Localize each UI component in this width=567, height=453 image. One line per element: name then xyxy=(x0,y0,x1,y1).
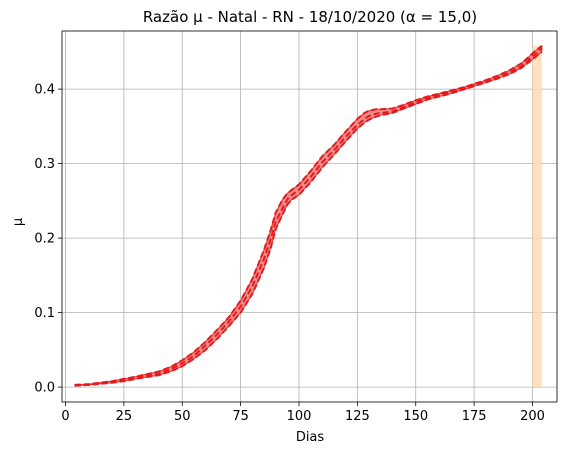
forecast-region xyxy=(532,45,542,388)
y-axis-label: μ xyxy=(11,218,26,226)
band-upper-line xyxy=(74,45,543,386)
x-axis-ticks: 0 25 50 75 100 125 150 175 200 xyxy=(61,402,545,424)
forecast-band xyxy=(532,45,542,388)
y-axis-ticks: 0.0 0.1 0.2 0.3 0.4 xyxy=(34,83,62,396)
series-lines xyxy=(74,45,543,387)
y-tick-label: 0.2 xyxy=(34,232,55,247)
y-tick-label: 0.4 xyxy=(34,83,55,98)
chart-title: Razão μ - Natal - RN - 18/10/2020 (α = 1… xyxy=(143,8,477,26)
x-tick-label: 150 xyxy=(403,409,428,424)
x-tick-label: 25 xyxy=(116,409,133,424)
y-tick-label: 0.0 xyxy=(34,381,55,396)
y-tick-label: 0.3 xyxy=(34,157,55,172)
x-tick-label: 175 xyxy=(462,409,487,424)
plot-frame xyxy=(61,30,558,403)
x-tick-label: 0 xyxy=(61,409,69,424)
x-axis-label: Dias xyxy=(296,430,325,445)
x-tick-label: 200 xyxy=(520,409,545,424)
x-tick-label: 125 xyxy=(345,409,370,424)
x-tick-label: 50 xyxy=(174,409,191,424)
y-tick-label: 0.1 xyxy=(34,306,55,321)
x-tick-label: 100 xyxy=(287,409,312,424)
x-tick-label: 75 xyxy=(232,409,249,424)
series-line xyxy=(74,47,543,387)
